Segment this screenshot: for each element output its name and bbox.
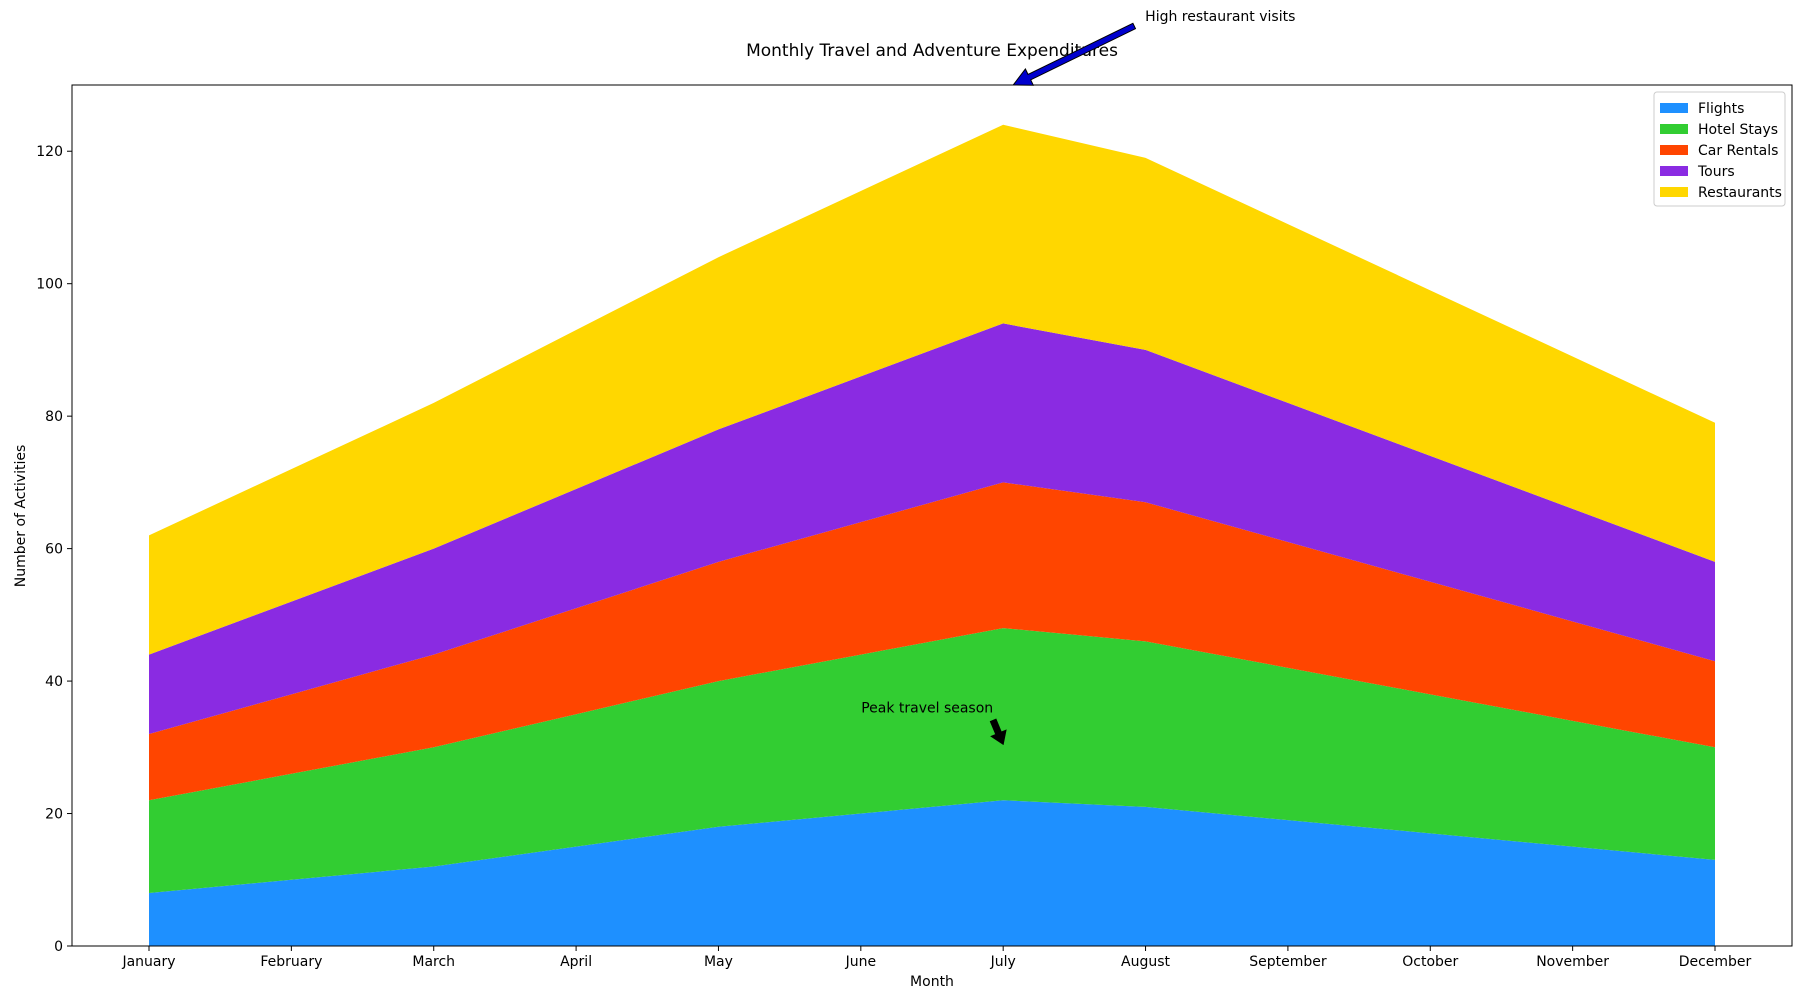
x-tick-label: February	[260, 954, 322, 970]
legend-swatch	[1660, 145, 1688, 155]
y-tick-label: 100	[36, 277, 63, 293]
restaurant-visits-annotation: High restaurant visits	[1145, 9, 1295, 25]
x-axis: January February March April May June July Augu…	[121, 946, 1752, 970]
y-tick-label: 20	[45, 807, 63, 823]
x-tick-label: November	[1536, 954, 1609, 970]
x-tick-label: July	[990, 954, 1016, 970]
x-tick-label: March	[412, 954, 455, 970]
x-tick-label: October	[1402, 954, 1458, 970]
x-tick-label: June	[845, 954, 877, 970]
y-tick-label: 40	[45, 674, 63, 690]
area-restaurants	[149, 124, 1715, 655]
area-hotel-stays	[149, 628, 1715, 894]
x-tick-label: September	[1249, 954, 1327, 970]
y-tick-label: 0	[54, 939, 63, 955]
area-layers	[149, 124, 1715, 946]
x-tick-label: April	[560, 954, 592, 970]
legend-swatch	[1660, 103, 1688, 113]
area-car-rentals	[149, 482, 1715, 801]
area-flights	[149, 800, 1715, 946]
area-tours	[149, 323, 1715, 735]
legend-swatch	[1660, 124, 1688, 134]
legend-label: Flights	[1698, 101, 1744, 117]
legend-box	[1653, 91, 1786, 207]
annotations: Peak travel season High restaurant visits	[861, 9, 1295, 746]
x-tick-label: May	[704, 954, 733, 970]
legend-swatch	[1660, 187, 1688, 197]
plot-frame	[71, 84, 1793, 947]
legend: Flights Hotel Stays Car Rentals Tours Restau…	[1653, 91, 1786, 207]
legend-swatch	[1660, 166, 1688, 176]
legend-label: Tours	[1697, 164, 1735, 180]
peak-season-arrow	[989, 718, 1007, 746]
chart-title: Monthly Travel and Adventure Expenditure…	[746, 41, 1118, 61]
y-tick-label: 120	[36, 144, 63, 160]
y-axis: 0 20 40 60 80 100 120	[36, 144, 72, 955]
restaurant-visits-arrow	[1012, 22, 1137, 86]
peak-season-annotation: Peak travel season	[861, 700, 993, 716]
x-tick-label: December	[1679, 954, 1752, 970]
x-tick-label: January	[121, 954, 175, 970]
legend-label: Car Rentals	[1698, 143, 1778, 159]
legend-label: Hotel Stays	[1698, 122, 1778, 138]
y-axis-label: Number of Activities	[13, 445, 29, 588]
y-tick-label: 80	[45, 409, 63, 425]
y-tick-label: 60	[45, 542, 63, 558]
legend-label: Restaurants	[1698, 185, 1782, 201]
x-tick-label: August	[1121, 954, 1171, 970]
x-axis-label: Month	[910, 974, 954, 990]
